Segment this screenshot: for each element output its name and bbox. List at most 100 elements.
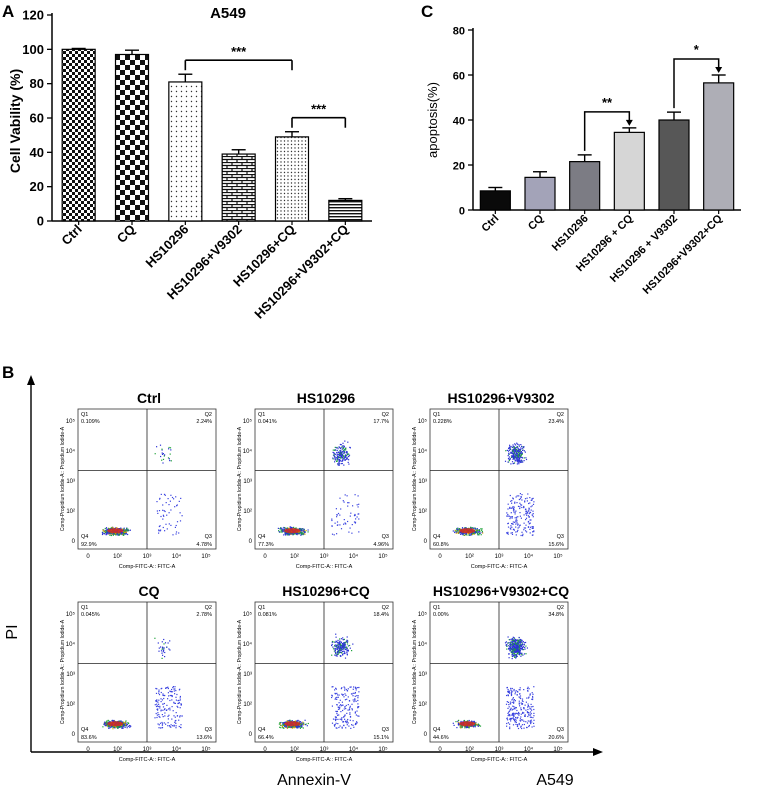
flow-point	[517, 524, 519, 526]
flow-point	[337, 708, 340, 710]
panel-label-b: B	[2, 363, 14, 382]
flow-point	[513, 462, 515, 464]
flow-point	[518, 722, 520, 725]
flow-point	[332, 457, 334, 459]
flow-point	[357, 703, 359, 705]
flow-point	[512, 649, 514, 651]
flow-point	[531, 526, 533, 528]
flow-point	[290, 526, 292, 528]
flow-point	[523, 642, 525, 644]
flow-point	[526, 687, 529, 690]
flow-point	[473, 725, 475, 727]
flow-point	[513, 645, 515, 647]
chart-c-xtick-label: CQ	[526, 212, 546, 232]
flow-point	[523, 506, 525, 508]
flow-point	[341, 462, 343, 465]
flow-point	[161, 727, 163, 729]
flow-point	[358, 686, 360, 689]
flow-point	[516, 709, 518, 712]
flow-point	[513, 690, 515, 692]
flow-point	[507, 691, 510, 693]
flow-point	[343, 642, 345, 644]
flow-point	[513, 446, 515, 449]
flow-point	[461, 527, 464, 529]
flow-point	[285, 534, 287, 536]
flow-point	[300, 532, 302, 534]
flow-point	[517, 640, 519, 642]
flow-point	[160, 646, 162, 648]
flow-point	[531, 498, 533, 500]
flow-point	[341, 687, 343, 689]
flow-point	[168, 458, 170, 460]
flow-point	[340, 711, 342, 713]
flow-point	[458, 723, 460, 725]
flow-point	[173, 498, 175, 500]
flow-point	[524, 500, 526, 502]
flow-point	[482, 532, 484, 534]
flow-point	[353, 726, 355, 728]
flow-point	[505, 644, 507, 646]
flow-point	[521, 494, 523, 496]
flow-point	[509, 709, 511, 711]
flow-point	[112, 726, 114, 728]
flow-point	[340, 651, 342, 653]
flow-point	[511, 658, 513, 660]
flow-point	[335, 687, 337, 689]
flow-point	[158, 724, 160, 726]
flow-point	[348, 455, 350, 458]
flow-point	[517, 713, 519, 715]
flow-point	[519, 452, 522, 454]
flow-point	[175, 699, 177, 701]
flow-point	[281, 531, 283, 533]
flow-point	[517, 527, 519, 529]
flow-point	[176, 505, 178, 507]
flow-point	[518, 713, 520, 715]
flow-point	[347, 505, 349, 507]
flow-point	[124, 533, 126, 535]
flow-point	[519, 639, 521, 641]
flow-point	[513, 449, 515, 451]
flow-point	[164, 510, 166, 513]
flow-point	[355, 518, 357, 520]
flow-point	[334, 457, 336, 459]
flow-point	[158, 715, 160, 718]
flow-point	[345, 641, 347, 643]
flow-point	[158, 692, 160, 694]
flow-point	[340, 705, 343, 707]
flow-point	[455, 530, 457, 532]
chart-a-ylabel: Cell Vability (%)	[7, 69, 23, 173]
flow-point	[332, 458, 334, 460]
flow-point	[508, 452, 510, 454]
flow-point	[334, 446, 336, 448]
flow-point	[121, 533, 123, 535]
flow-point	[337, 639, 339, 641]
flow-point	[117, 726, 119, 728]
flow-point	[168, 695, 170, 697]
flow-point	[520, 716, 522, 718]
flow-point	[511, 645, 514, 647]
flow-point	[456, 527, 458, 530]
flow-point	[473, 527, 475, 529]
flow-point	[335, 633, 337, 635]
flow-xtick-label: 10⁵	[553, 553, 563, 560]
flow-point	[527, 720, 529, 722]
flow-point	[530, 708, 532, 710]
flow-xtick-label: 10⁵	[553, 746, 563, 753]
flow-q2-name: Q2	[382, 605, 389, 611]
flow-point	[517, 646, 519, 648]
flow-point	[347, 650, 349, 652]
flow-point	[507, 694, 509, 696]
flow-point	[156, 510, 158, 512]
flow-point	[512, 655, 514, 658]
flow-point	[512, 644, 514, 646]
flow-point	[519, 697, 521, 699]
flow-point	[529, 528, 531, 530]
flow-point	[517, 649, 520, 651]
flow-point	[512, 708, 514, 710]
flow-point	[129, 529, 131, 531]
flow-point	[350, 693, 353, 695]
flow-point	[174, 688, 176, 690]
flow-point	[513, 688, 515, 691]
flow-point	[170, 449, 172, 451]
flow-point	[158, 532, 160, 534]
